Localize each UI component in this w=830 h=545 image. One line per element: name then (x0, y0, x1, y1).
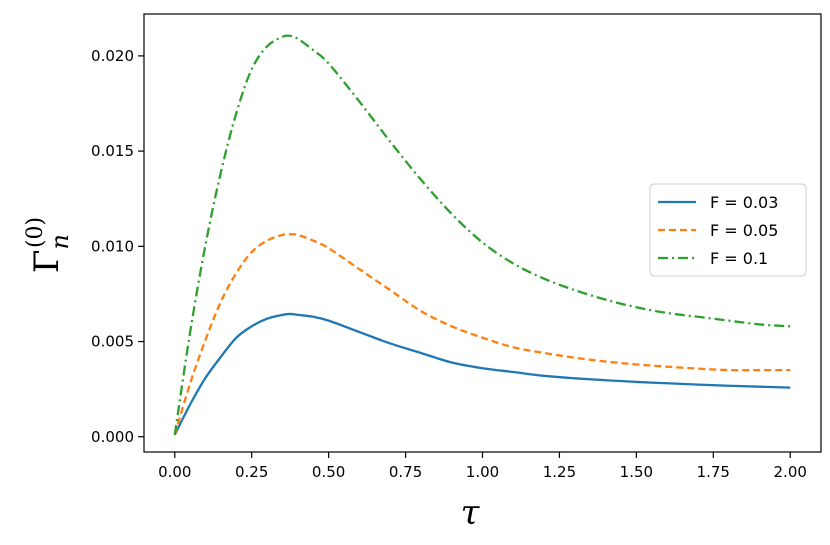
legend-label-1: F = 0.03 (710, 193, 778, 212)
x-tick-label: 1.75 (697, 463, 730, 481)
series-line-2 (173, 233, 791, 436)
y-tick-label: 0.015 (91, 142, 134, 160)
y-axis-label-sup: (0) (23, 217, 48, 248)
y-tick-label: 0.020 (91, 47, 134, 65)
x-tick-label: 0.25 (235, 463, 268, 481)
plot-frame (143, 13, 822, 453)
x-tick-label: 1.25 (543, 463, 576, 481)
y-tick-label: 0.005 (91, 333, 134, 351)
y-axis-label-main: Γ (27, 250, 67, 274)
y-axis-label: Γn(0) (23, 217, 74, 273)
y-tick-label: 0.000 (91, 428, 134, 446)
x-tick-label: 1.00 (466, 463, 499, 481)
y-axis-label-sub: n (46, 234, 74, 249)
legend-label-2: F = 0.05 (710, 221, 778, 240)
plot-area (173, 34, 791, 436)
legend: F = 0.03 F = 0.05 F = 0.1 (649, 183, 807, 277)
legend-box (649, 183, 807, 277)
x-tick-label: 1.50 (620, 463, 653, 481)
x-axis-label: τ (461, 493, 481, 533)
axis-ticks: 0.00 0.25 0.50 0.75 1.00 1.25 1.50 1.75 2.00 0.00… (91, 47, 807, 481)
x-tick-label: 0.00 (158, 463, 191, 481)
series-line-3 (173, 34, 791, 436)
x-tick-label: 0.50 (312, 463, 345, 481)
y-tick-label: 0.010 (91, 237, 134, 255)
x-tick-label: 2.00 (774, 463, 807, 481)
svg-text:Γn(0): Γn(0) (23, 217, 74, 273)
x-tick-label: 0.75 (389, 463, 422, 481)
series-line-1 (173, 312, 791, 436)
legend-label-3: F = 0.1 (710, 249, 768, 268)
